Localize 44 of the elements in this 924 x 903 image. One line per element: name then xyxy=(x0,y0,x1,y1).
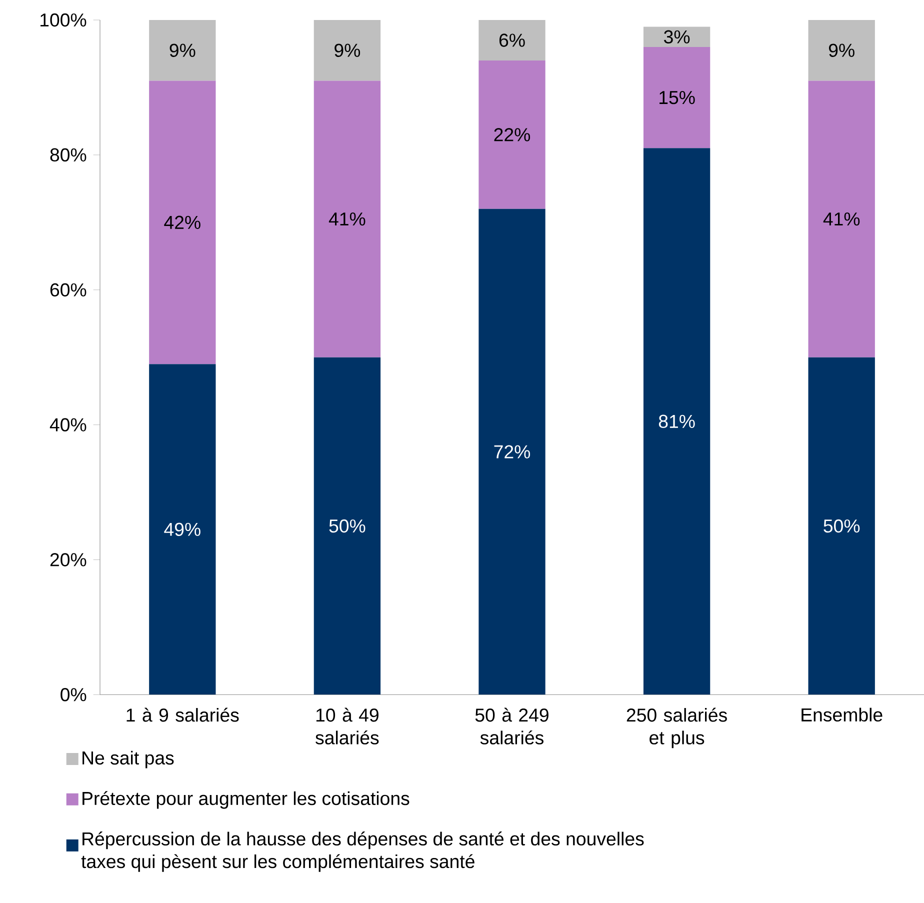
bar xyxy=(808,20,875,81)
x-tick-label: 250 salariés et plus xyxy=(626,708,727,748)
x-tick-label: Ensemble xyxy=(802,708,882,722)
data-label: 9% xyxy=(334,44,360,58)
data-label: 50% xyxy=(824,520,860,533)
y-tick-label: 80% xyxy=(50,148,86,162)
data-label: 9% xyxy=(170,44,196,58)
data-label: 22% xyxy=(494,128,530,142)
data-label: 49% xyxy=(164,522,200,536)
bar xyxy=(808,80,875,358)
y-tick-label: 60% xyxy=(50,283,86,297)
data-label: 50% xyxy=(329,520,366,533)
x-tick-label: 50 à 249 salariés xyxy=(475,708,548,745)
bar xyxy=(643,26,710,48)
data-label: 41% xyxy=(823,212,860,226)
x-tick-label: 10 à 49 salariés xyxy=(316,708,379,745)
legend-label: Répercussion de la hausse des dépenses de santé et des nouvelles taxes qui pèsent sur les complémentaires santé xyxy=(81,832,644,872)
data-label: 9% xyxy=(828,44,854,58)
bar xyxy=(478,209,546,695)
y-tick-label: 0% xyxy=(60,688,86,702)
bar xyxy=(149,20,216,81)
y-tick-label: 20% xyxy=(50,553,86,567)
bar xyxy=(643,148,710,695)
data-label: 6% xyxy=(499,34,525,48)
data-label: 81% xyxy=(658,414,695,428)
legend-label: Ne sait pas xyxy=(82,751,174,768)
data-label: 41% xyxy=(328,212,366,226)
legend-label: Prétexte pour augmenter les cotisations xyxy=(82,791,410,809)
y-tick-label: 100% xyxy=(40,14,86,27)
bar xyxy=(149,80,216,364)
data-label: 42% xyxy=(164,216,200,230)
data-label: 3% xyxy=(664,30,690,44)
bar xyxy=(314,80,381,358)
y-tick-label: 40% xyxy=(50,418,86,432)
bar xyxy=(643,47,710,148)
data-label: 72% xyxy=(494,445,530,459)
bar xyxy=(478,60,546,210)
bar xyxy=(149,364,216,695)
bar xyxy=(478,20,546,61)
data-label: 15% xyxy=(660,91,695,104)
bar xyxy=(808,357,875,695)
bar xyxy=(314,20,381,81)
x-tick-label: 1 à 9 salariés xyxy=(126,708,239,722)
bar xyxy=(314,357,381,695)
